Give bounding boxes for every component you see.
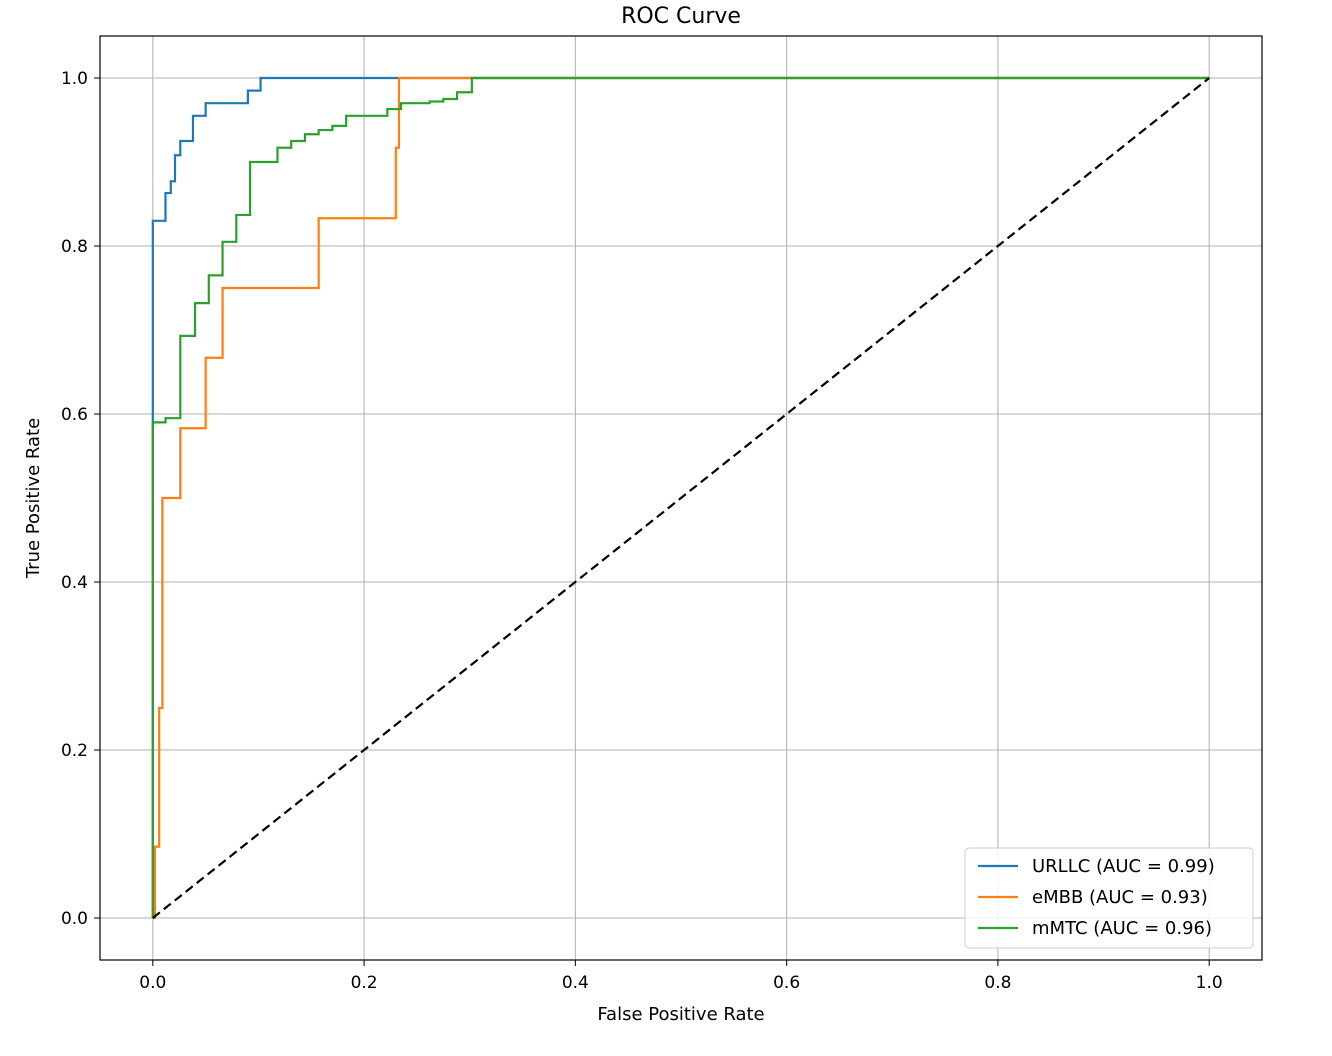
x-tick-label: 0.6	[773, 973, 800, 993]
x-tick-label: 0.0	[139, 973, 166, 993]
series-line-3	[151, 76, 1210, 918]
x-tick-label: 1.0	[1196, 973, 1223, 993]
diagonal-reference-line	[152, 77, 1210, 919]
series-line-1	[151, 76, 1210, 918]
x-axis: 0.0 0.2 0.4 0.6 0.8 1.0	[139, 960, 1223, 993]
series-layer	[151, 76, 1210, 920]
y-axis: 0.0 0.2 0.4 0.6 0.8 1.0	[61, 69, 100, 929]
chart-title: ROC Curve	[621, 4, 741, 29]
plot-frame	[99, 35, 1263, 961]
y-tick-label: 0.8	[61, 237, 88, 257]
y-tick-label: 0.6	[61, 405, 88, 425]
x-tick-label: 0.2	[351, 973, 378, 993]
y-tick-label: 0.0	[61, 909, 88, 929]
legend: URLLC (AUC = 0.99) eMBB (AUC = 0.93) mMTC …	[964, 847, 1254, 949]
legend-entry-label: URLLC (AUC = 0.99)	[1032, 856, 1215, 877]
series-line-2	[152, 76, 1210, 920]
x-tick-label: 0.4	[562, 973, 589, 993]
x-axis-label: False Positive Rate	[597, 1004, 764, 1025]
legend-entry-label: mMTC (AUC = 0.96)	[1032, 918, 1212, 939]
y-tick-label: 0.2	[61, 741, 88, 761]
x-tick-label: 0.8	[984, 973, 1011, 993]
legend-entry-label: eMBB (AUC = 0.93)	[1032, 887, 1208, 908]
y-tick-label: 0.4	[61, 573, 88, 593]
y-axis-label: True Positive Rate	[23, 418, 44, 579]
y-tick-label: 1.0	[61, 69, 88, 89]
legend-box	[964, 847, 1254, 949]
